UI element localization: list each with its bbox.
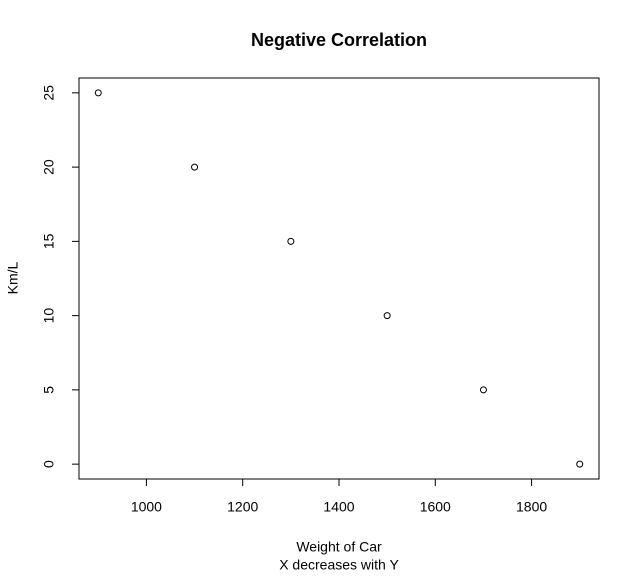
y-tick-label: 20 bbox=[41, 159, 57, 175]
x-tick-label: 1800 bbox=[516, 499, 547, 515]
y-tick-label: 10 bbox=[41, 308, 57, 324]
point bbox=[383, 312, 391, 320]
y-tick-label: 0 bbox=[41, 460, 57, 468]
subtitle: X decreases with Y bbox=[279, 557, 399, 573]
plot-frame bbox=[78, 77, 600, 480]
y-tick-label: 25 bbox=[41, 85, 57, 101]
x-tick-label: 1000 bbox=[131, 499, 162, 515]
chart-title: Negative Correlation bbox=[251, 30, 427, 50]
y-axis-label: Km/L bbox=[5, 261, 21, 294]
x-tick-label: 1400 bbox=[323, 499, 354, 515]
point bbox=[287, 237, 295, 245]
point bbox=[191, 163, 199, 171]
point bbox=[479, 386, 487, 394]
point bbox=[576, 460, 584, 468]
x-axis-label: Weight of Car bbox=[296, 539, 382, 555]
x-tick-label: 1200 bbox=[227, 499, 258, 515]
point bbox=[94, 89, 102, 97]
x-tick-label: 1600 bbox=[420, 499, 451, 515]
y-tick-label: 15 bbox=[41, 233, 57, 249]
y-tick-label: 5 bbox=[41, 386, 57, 394]
